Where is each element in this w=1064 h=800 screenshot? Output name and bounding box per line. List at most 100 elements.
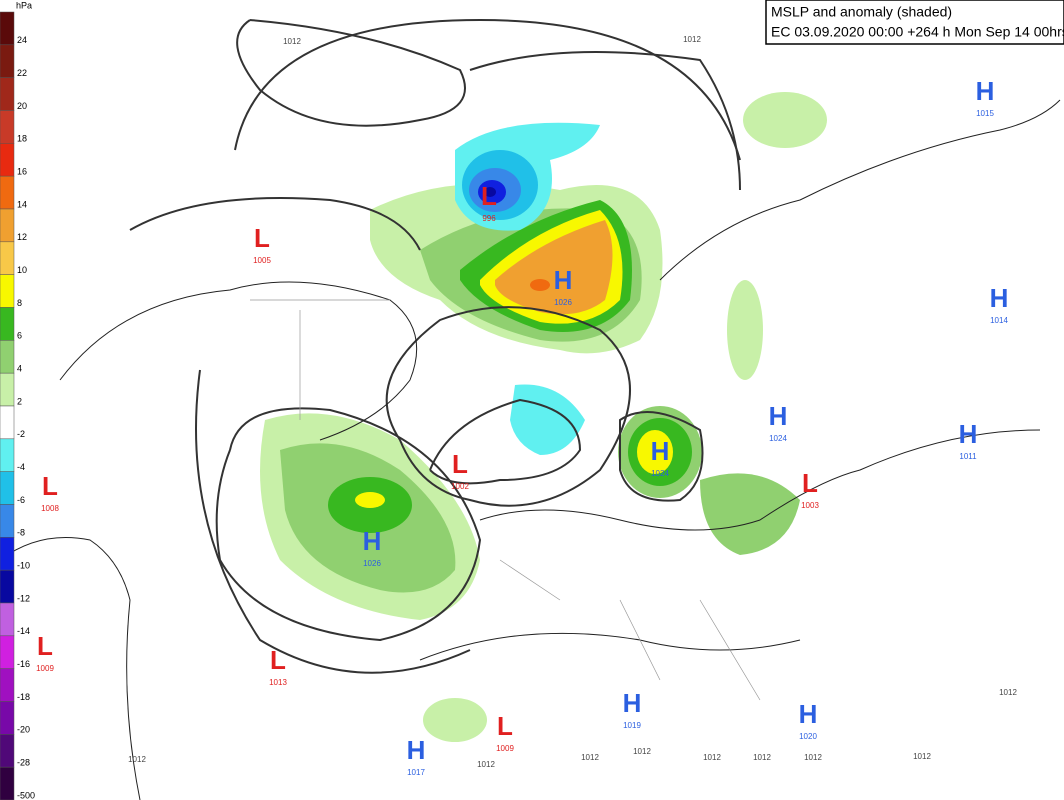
system-pressure: 1026 xyxy=(363,559,381,568)
colorbar-label: -28 xyxy=(17,758,30,768)
colorbar-swatch xyxy=(0,438,15,472)
colorbar-label: 4 xyxy=(17,364,22,374)
isobar-label: 1012 xyxy=(581,753,599,762)
system-letter: H xyxy=(407,735,426,765)
colorbar-label: 6 xyxy=(17,331,22,341)
pressure-systems: L 1005 L 996 H 1026 L 1002 H 1026 H 1024 H 1024 L 1003 H… xyxy=(36,76,1008,777)
colorbar-label: 22 xyxy=(17,68,27,78)
colorbar-swatch xyxy=(0,635,15,669)
system-pressure: 1011 xyxy=(959,452,977,461)
colorbar-swatch xyxy=(0,175,15,210)
colorbar-label: -12 xyxy=(17,593,30,603)
colorbar-swatch xyxy=(0,44,15,78)
isobar-label: 1012 xyxy=(703,753,721,762)
colorbar-label: 10 xyxy=(17,265,27,275)
system-letter: L xyxy=(270,645,286,675)
colorbar-label: -14 xyxy=(17,626,30,636)
colorbar-swatch xyxy=(0,471,15,505)
system-letter: H xyxy=(990,283,1009,313)
isobar-label: 1012 xyxy=(999,688,1017,697)
colorbar-swatch xyxy=(0,537,15,571)
system-letter: L xyxy=(42,471,58,501)
title: MSLP and anomaly (shaded) xyxy=(771,4,952,20)
colorbar-label: 18 xyxy=(17,134,27,144)
system-letter: L xyxy=(481,181,497,211)
colorbar-label: 2 xyxy=(17,396,22,406)
colorbar-swatch xyxy=(0,372,15,407)
colorbar-label: -8 xyxy=(17,528,25,538)
system-letter: H xyxy=(769,401,788,431)
system-pressure: 1024 xyxy=(651,469,669,478)
system-letter: H xyxy=(554,265,573,295)
isobar-label: 1012 xyxy=(913,752,931,761)
system-pressure: 1014 xyxy=(990,316,1008,325)
colorbar-swatch xyxy=(0,602,15,637)
subtitle: EC 03.09.2020 00:00 +264 h Mon Sep 14 00… xyxy=(771,24,1064,40)
system-pressure: 1009 xyxy=(496,744,514,753)
colorbar: hPa 24 22 20 18 16 14 12 10 8 6 4 2 -2 -4 -6 -8 -10 -12 -14… xyxy=(0,0,35,800)
system-pressure: 1005 xyxy=(253,256,271,265)
isobar-label: 1012 xyxy=(633,747,651,756)
colorbar-swatch xyxy=(0,241,15,275)
colorbar-unit: hPa xyxy=(16,0,32,10)
colorbar-swatch xyxy=(0,11,15,46)
colorbar-label: -16 xyxy=(17,659,30,669)
system-pressure: 1008 xyxy=(41,504,59,513)
isobar-label: 1012 xyxy=(283,37,301,46)
isobar-label: 1012 xyxy=(683,35,701,44)
colorbar-label: -4 xyxy=(17,462,25,472)
system-pressure: 1015 xyxy=(976,109,994,118)
isobar-label: 1012 xyxy=(128,755,146,764)
colorbar-swatch xyxy=(0,405,15,440)
colorbar-swatch xyxy=(0,77,15,111)
isobar-label: 1012 xyxy=(477,760,495,769)
colorbar-label: 12 xyxy=(17,232,27,242)
colorbar-swatch xyxy=(0,208,15,243)
system-letter: H xyxy=(623,688,642,718)
colorbar-swatch xyxy=(0,668,15,702)
system-letter: L xyxy=(254,223,270,253)
system-pressure: 1024 xyxy=(769,434,787,443)
isobar-labels: 1012 1012 1012 1012 1012 1012 1012 1012 1012 1012… xyxy=(128,35,1017,769)
isobars xyxy=(129,18,741,674)
colorbar-label: -20 xyxy=(17,725,30,735)
colorbar-swatch xyxy=(0,143,15,177)
system-pressure: 1009 xyxy=(36,664,54,673)
colorbar-label: 24 xyxy=(17,35,27,45)
system-pressure: 1026 xyxy=(554,298,572,307)
system-letter: H xyxy=(799,699,818,729)
system-pressure: 1020 xyxy=(799,732,817,741)
colorbar-swatch xyxy=(0,274,15,308)
colorbar-label: -500 xyxy=(17,790,35,800)
colorbar-swatch xyxy=(0,504,15,538)
system-letter: H xyxy=(363,526,382,556)
system-letter: L xyxy=(497,711,513,741)
colorbar-label: 20 xyxy=(17,101,27,111)
colorbar-swatch xyxy=(0,766,15,800)
colorbar-swatch xyxy=(0,569,15,604)
system-pressure: 996 xyxy=(482,214,496,223)
system-letter: L xyxy=(802,468,818,498)
colorbar-label: -18 xyxy=(17,692,30,702)
system-pressure: 1013 xyxy=(269,678,287,687)
coastlines xyxy=(0,99,1061,800)
isobar-label: 1012 xyxy=(753,753,771,762)
system-letter: H xyxy=(651,436,670,466)
system-pressure: 1019 xyxy=(623,721,641,730)
colorbar-label: -10 xyxy=(17,561,30,571)
colorbar-swatch xyxy=(0,701,15,735)
isobar-label: 1012 xyxy=(804,753,822,762)
colorbar-label: 16 xyxy=(17,167,27,177)
colorbar-swatch xyxy=(0,340,15,374)
colorbar-label: 14 xyxy=(17,199,27,209)
system-pressure: 1002 xyxy=(451,482,469,491)
colorbar-label: -6 xyxy=(17,495,25,505)
anomaly-shading xyxy=(260,92,827,742)
system-letter: L xyxy=(37,631,53,661)
colorbar-swatch xyxy=(0,307,15,341)
system-pressure: 1017 xyxy=(407,768,425,777)
system-letter: H xyxy=(959,419,978,449)
system-pressure: 1003 xyxy=(801,501,819,510)
colorbar-label: -2 xyxy=(17,429,25,439)
system-letter: H xyxy=(976,76,995,106)
